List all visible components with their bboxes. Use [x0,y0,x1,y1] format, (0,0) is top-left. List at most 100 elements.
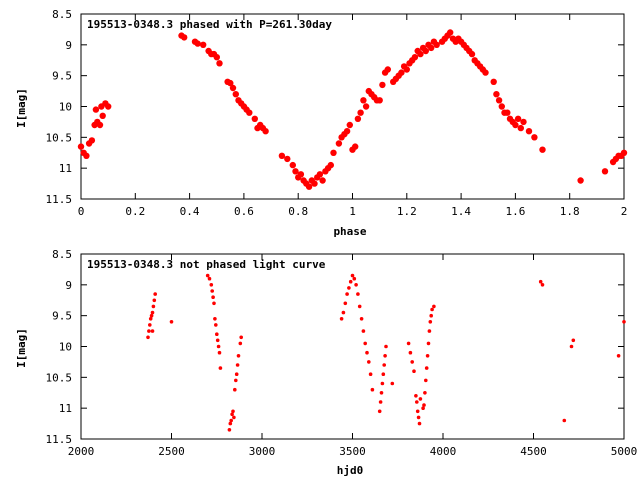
data-point [357,109,364,116]
data-point [362,103,370,110]
data-point [350,273,355,278]
data-point [200,41,207,48]
data-point [417,421,422,426]
data-point [352,143,359,150]
y-tick-label: 10.5 [46,131,73,144]
data-point [390,381,395,386]
data-point [213,317,217,321]
data-point [215,332,219,337]
data-point [428,44,435,52]
data-point [231,409,235,414]
data-point [228,421,233,426]
data-point [382,363,387,367]
x-tick-label: 3000 [249,445,276,458]
y-tick-label: 11.5 [46,193,73,206]
data-points [77,29,628,190]
data-point [406,341,411,346]
data-point [213,54,220,61]
data-point [377,409,382,414]
data-point [493,91,500,98]
data-point [227,428,232,432]
x-tick-label: 3500 [339,445,366,458]
data-point [232,415,236,420]
data-point [416,415,421,420]
data-point [423,391,427,395]
data-point [398,69,405,76]
y-tick-label: 9.5 [52,310,72,323]
x-tick-label: 2000 [68,445,95,458]
data-point [540,283,545,287]
data-point [429,313,434,318]
data-point [367,360,371,364]
x-ticks: 2000 2500 3000 3500 4000 4500 5000 [68,254,637,458]
y-tick-label: 11 [59,162,72,175]
data-point [517,124,524,132]
y-tick-label: 9 [65,39,72,52]
data-point [356,292,360,296]
data-point [354,115,362,123]
x-tick-label: 2500 [158,445,185,458]
data-point [215,338,220,343]
data-point [571,338,576,343]
x-tick-label: 0 [78,205,85,218]
data-point [297,171,305,178]
data-point [233,387,237,392]
data-point [232,91,239,98]
data-point [539,146,546,153]
x-tick-label: 4500 [520,445,547,458]
data-point [346,121,353,129]
data-point [234,378,238,383]
data-point [236,354,241,358]
data-point [345,292,349,296]
x-ticks: 0 0.2 0.4 0.6 0.8 1 1.2 1.4 1.6 1.8 2 [78,14,627,218]
y-tick-label: 10 [59,101,72,114]
data-point [209,283,214,287]
data-point [152,298,157,303]
data-point [482,69,489,76]
data-point [427,329,432,333]
data-point [531,134,538,141]
data-point [601,168,609,175]
data-point [88,137,96,144]
data-point [363,341,368,346]
data-point [146,335,150,340]
data-point [92,106,100,113]
y-tick-label: 9.5 [52,70,72,83]
data-point [359,317,364,321]
data-point [214,323,218,327]
x-tick-label: 1.4 [451,205,471,218]
data-point [360,97,367,104]
data-point [99,112,106,120]
data-point [376,97,383,104]
raw-light-curve-panel: 8.5 9 9.5 10 10.5 11 11.5 2000 2500 3000 3500 4000… [15,248,637,477]
data-point [403,66,410,73]
data-point [211,295,215,300]
data-point [354,283,358,287]
y-tick-label: 8.5 [52,248,72,261]
data-point [424,378,428,383]
data-point [151,304,156,309]
data-point [305,183,313,190]
data-point [83,152,90,159]
data-point [426,341,431,346]
data-point [379,391,384,395]
data-point [148,317,153,321]
data-point [415,400,419,404]
data-point [319,177,326,184]
data-point [380,381,385,386]
data-point [327,161,334,169]
data-point [339,317,344,321]
data-point [512,121,519,129]
data-point [504,109,511,116]
data-point [212,301,216,306]
data-point [415,409,420,414]
data-point [498,103,505,110]
y-ticks: 8.5 9 9.5 10 10.5 11 11.5 [46,248,624,446]
data-point [433,41,440,48]
data-point [278,152,286,159]
y-tick-label: 10 [59,341,72,354]
data-point [330,149,337,156]
data-point [352,276,357,281]
data-point [616,354,621,358]
data-point [495,97,503,104]
